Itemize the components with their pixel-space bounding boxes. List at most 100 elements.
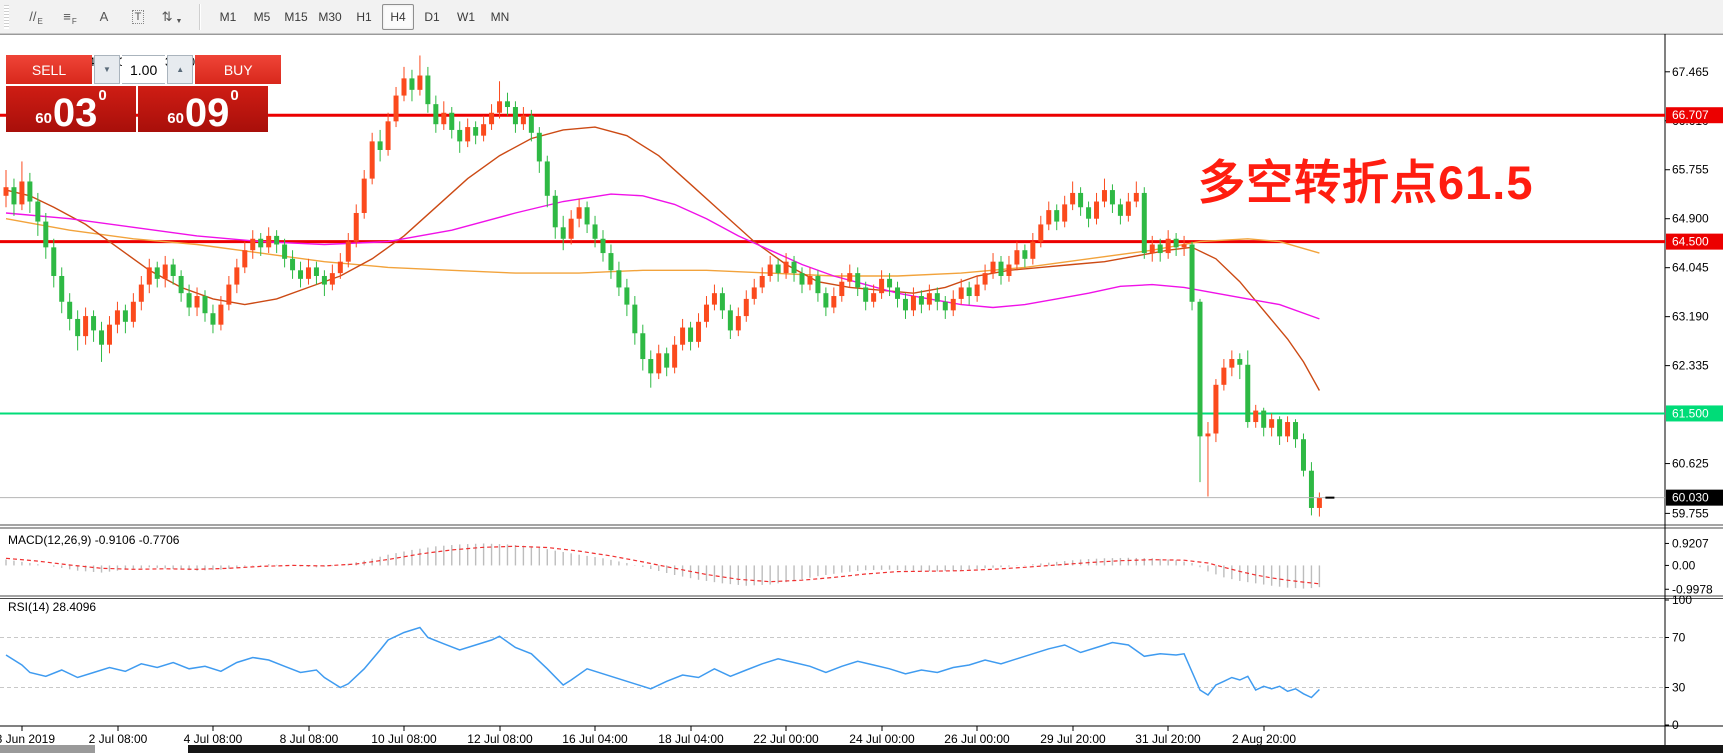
equidistant-channel-tool-button[interactable]: //E [20,4,52,30]
time-label[interactable]: 2 Aug 20:00 [1232,732,1296,746]
candle-body [990,261,996,274]
candle-body [879,278,885,294]
candle-body [664,353,670,368]
volume-decrease-button[interactable]: ▼ [94,55,120,84]
time-label[interactable]: 4 Jul 08:00 [184,732,243,746]
price-chart-canvas[interactable]: 67.46566.61065.75564.90064.04563.19062.3… [0,34,1723,753]
timeframe-button-d1[interactable]: D1 [424,9,440,24]
arrange-objects-icon: ⇅ ▼ [161,8,183,25]
candle-body [1094,201,1100,219]
ma-chocolate [5,126,1321,391]
rsi-tick-30: 30 [1672,681,1686,695]
candle-body [1173,238,1179,248]
timeframe-button-mn[interactable]: MN [490,9,510,24]
text-icon: A [99,9,109,24]
time-label[interactable]: 22 Jul 00:00 [753,732,819,746]
timeframe-button-w1[interactable]: W1 [457,9,475,24]
candle-body [138,284,144,302]
candle-body [369,141,375,179]
candle-body [1062,204,1068,222]
time-label[interactable]: 10 Jul 08:00 [371,732,437,746]
candle-body [282,244,288,259]
candle-body [290,258,296,271]
candle-body [584,207,590,225]
sell-price-big: 03 [52,91,98,135]
volume-increase-button[interactable]: ▲ [167,55,194,84]
timeframe-button-h4[interactable]: H4 [382,3,414,30]
candle-body [242,250,248,268]
macd-tick-0.9207: 0.9207 [1672,536,1709,550]
candle-body [807,275,813,285]
time-label[interactable]: 29 Jul 20:00 [1040,732,1106,746]
candle-body [1086,207,1092,219]
buy-button[interactable]: BUY [195,55,282,84]
candle-body [1269,419,1275,428]
candle-body [1109,190,1115,205]
last-price-dash [1325,496,1335,499]
time-label[interactable]: 18 Jul 04:00 [658,732,724,746]
text-tool-button[interactable]: A [88,4,120,30]
timeframe-button-m1[interactable]: M1 [219,9,237,24]
candle-body [831,296,837,308]
candle-body [1197,301,1203,437]
one-click-trade-panel: SELL ▼ 1.00 ▲ BUY 60 03 0 60 09 0 [6,55,282,135]
time-label[interactable]: 16 Jul 04:00 [562,732,628,746]
volume-input[interactable]: 1.00 [122,55,166,84]
chart-area[interactable]: 67.46566.61065.75564.90064.04563.19062.3… [0,34,1723,753]
time-label[interactable]: 2 Jul 08:00 [89,732,148,746]
candle-body [1054,210,1060,222]
candle-body [863,287,869,302]
candle-body [950,298,956,311]
candle-body [337,261,343,274]
text-label-tool-button[interactable]: T [122,4,154,30]
timeframe-button-m5[interactable]: M5 [253,9,271,24]
candle-body [1261,410,1267,428]
current-price-label-badge-text: 60.030 [1672,491,1709,505]
candle-body [703,304,709,322]
fibonacci-retracement-tool-button[interactable]: ≡ F [54,4,86,30]
candle-body [266,235,272,248]
candle-body [218,304,224,325]
rsi-line [5,626,1320,699]
price-tick-59.755: 59.755 [1672,506,1709,520]
candle-body [385,121,391,150]
candle-body [178,275,184,294]
timeframe-button-h1[interactable]: H1 [356,9,372,24]
candle-body [130,301,136,322]
candle-body [106,324,112,345]
time-label[interactable]: 28 Jun 2019 [0,732,55,746]
candle-body [974,284,980,297]
price-tick-63.190: 63.190 [1672,310,1709,324]
candle-body [234,267,240,285]
candle-body [226,284,232,305]
sell-price-display[interactable]: 60 03 0 [6,86,136,135]
candle-body [1181,244,1187,248]
candle-body [799,273,805,285]
candle-body [1141,192,1147,254]
time-label[interactable]: 31 Jul 20:00 [1135,732,1201,746]
candle-body [313,267,319,276]
candle-body [887,278,893,288]
toolbar-grip[interactable] [4,4,9,29]
time-label[interactable]: 24 Jul 00:00 [849,732,915,746]
candle-body [35,201,41,222]
candle-body [504,101,510,108]
timeframe-button-m30[interactable]: M30 [318,9,342,24]
sell-button[interactable]: SELL [6,55,92,84]
candle-body [512,107,518,125]
time-label[interactable]: 26 Jul 00:00 [944,732,1010,746]
candle-body [1078,192,1084,208]
candle-body [298,270,304,279]
candle-body [433,104,439,125]
candle-body [19,181,25,205]
time-label[interactable]: 12 Jul 08:00 [467,732,533,746]
candle-body [1237,359,1243,365]
price-tick-62.335: 62.335 [1672,359,1709,373]
candle-body [895,287,901,299]
buy-price-display[interactable]: 60 09 0 [138,86,268,133]
arrange-objects-tool-button[interactable]: ⇅ ▼ [156,4,188,30]
time-label[interactable]: 8 Jul 08:00 [280,732,339,746]
candle-body [401,78,407,96]
candle-body [1070,192,1076,205]
timeframe-button-m15[interactable]: M15 [284,9,308,24]
